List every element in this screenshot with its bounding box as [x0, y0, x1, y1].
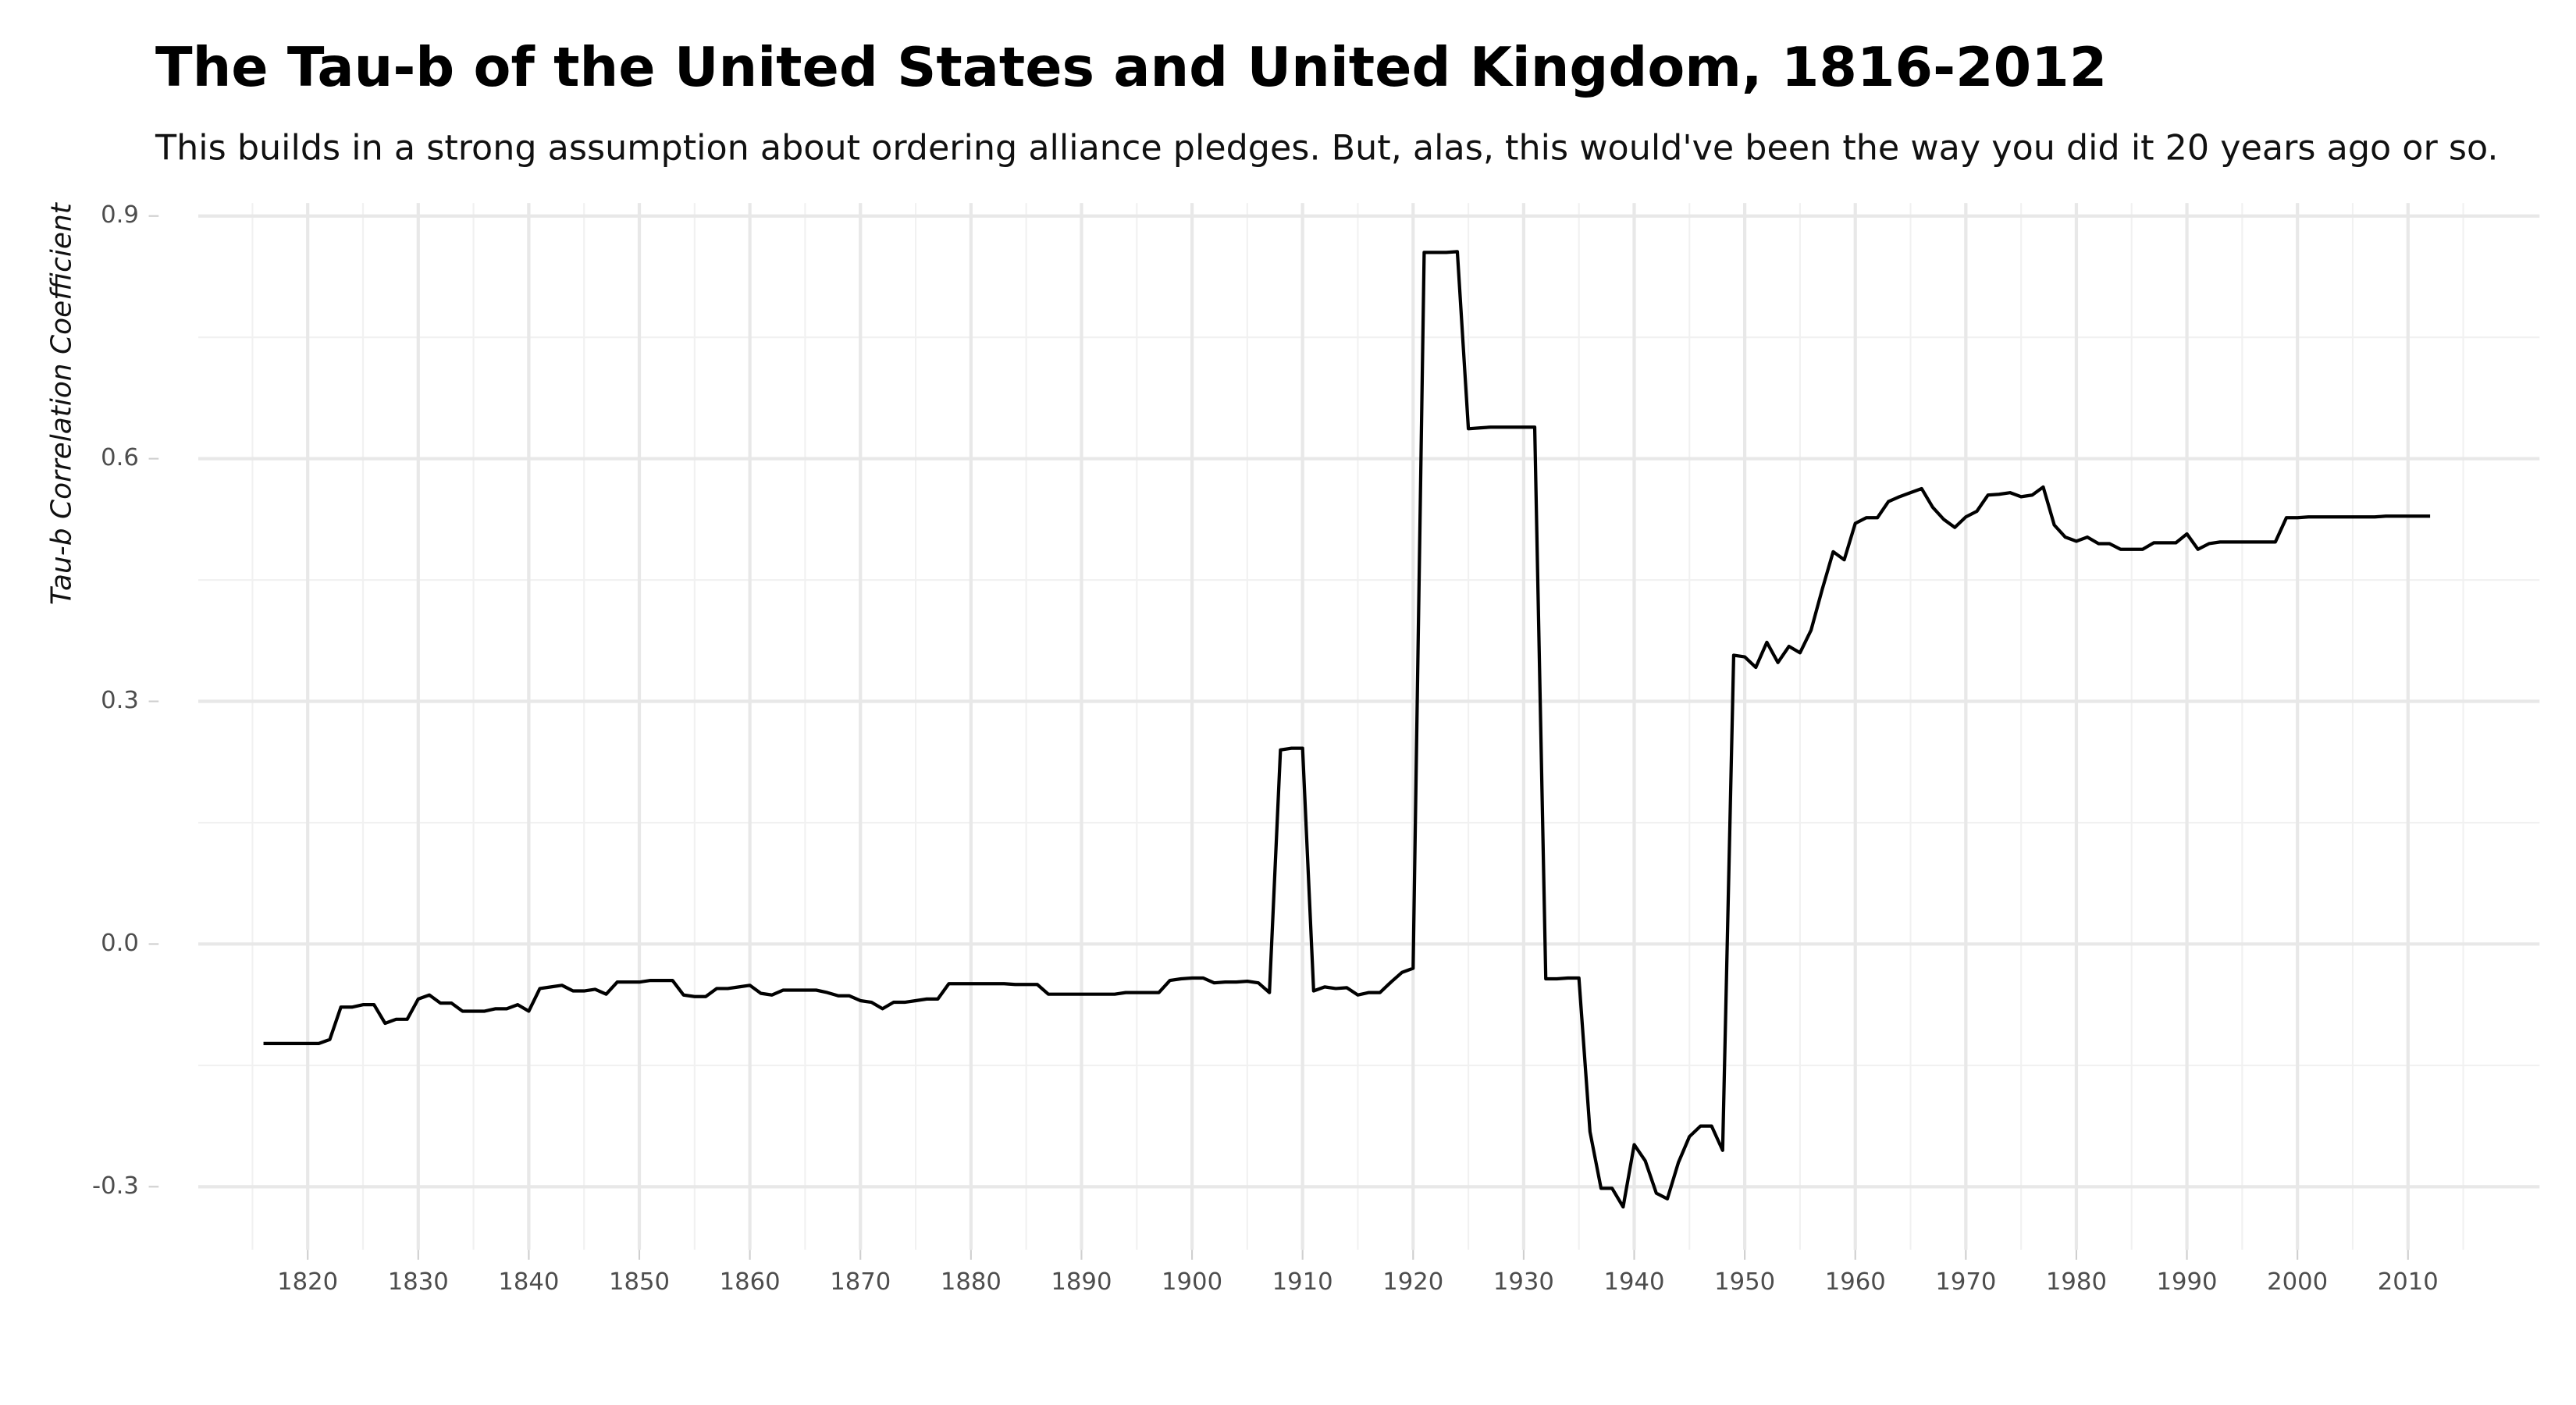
y-tick-label: 0.6: [101, 444, 139, 471]
x-tick-label: 1990: [2157, 1268, 2218, 1296]
x-tick-label: 2010: [2378, 1268, 2439, 1296]
x-tick-label: 1830: [388, 1268, 449, 1296]
x-tick-label: 1960: [1825, 1268, 1886, 1296]
x-tick-label: 1850: [609, 1268, 670, 1296]
y-tick-label: 0.3: [101, 687, 139, 714]
x-tick-label: 1860: [720, 1268, 781, 1296]
y-tick-label: 0.9: [101, 201, 139, 229]
x-tick-label: 1870: [830, 1268, 891, 1296]
x-tick-label: 1980: [2046, 1268, 2107, 1296]
chart-subtitle: This builds in a strong assumption about…: [155, 128, 2499, 168]
x-tick-label: 2000: [2267, 1268, 2328, 1296]
grid: [197, 203, 2540, 1250]
x-tick-label: 1930: [1493, 1268, 1554, 1296]
x-tick-label: 1890: [1051, 1268, 1112, 1296]
x-tick-label: 1820: [277, 1268, 338, 1296]
x-tick-label: 1880: [941, 1268, 1002, 1296]
y-axis-label: Tau-b Correlation Coefficient: [46, 201, 78, 605]
y-tick-label: -0.3: [92, 1172, 139, 1200]
x-tick-label: 1950: [1714, 1268, 1775, 1296]
x-tick-label: 1900: [1162, 1268, 1222, 1296]
x-tick-label: 1910: [1272, 1268, 1333, 1296]
x-tick-label: 1940: [1603, 1268, 1664, 1296]
chart-title: The Tau-b of the United States and Unite…: [155, 36, 2107, 99]
x-tick-label: 1970: [1935, 1268, 1996, 1296]
data-line: [263, 250, 2431, 1209]
axes: 1820 1830 1840 1850 1860 1870 1880 1890 1900 1910…: [92, 201, 2439, 1296]
y-tick-label: 0.0: [101, 930, 139, 957]
x-tick-label: 1920: [1382, 1268, 1443, 1296]
x-tick-label: 1840: [498, 1268, 559, 1296]
